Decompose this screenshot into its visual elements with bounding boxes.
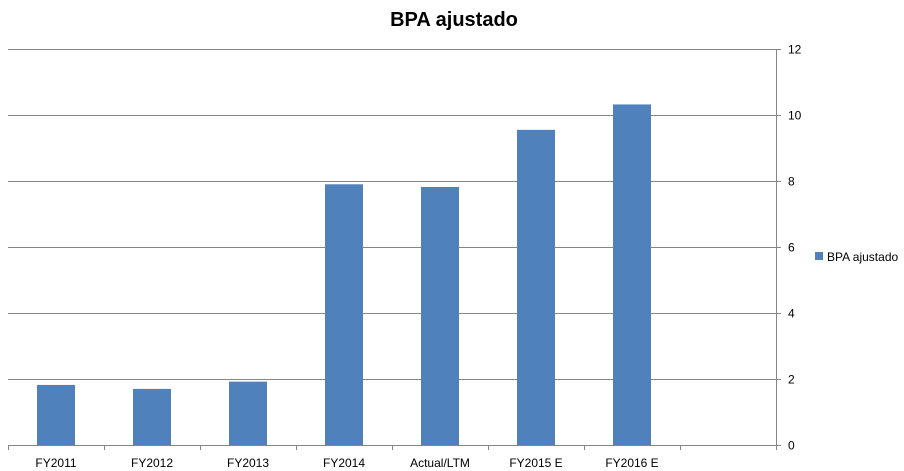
y-tick-label: 2 bbox=[788, 373, 795, 387]
legend-swatch bbox=[815, 252, 823, 260]
x-tick-label: Actual/LTM bbox=[410, 456, 470, 470]
x-tick-label: FY2011 bbox=[35, 456, 76, 470]
y-tick-label: 6 bbox=[788, 241, 795, 255]
bar bbox=[37, 384, 75, 445]
gridlines bbox=[8, 49, 776, 380]
y-tick-label: 8 bbox=[788, 175, 795, 189]
x-tick-label: FY2014 bbox=[323, 456, 365, 470]
y-tick-label: 12 bbox=[788, 43, 802, 57]
chart-title: BPA ajustado bbox=[390, 9, 518, 31]
y-tick-label: 4 bbox=[788, 307, 795, 321]
bar bbox=[517, 129, 555, 445]
x-tick-labels: FY2011 FY2012 FY2013 FY2014 Actual/LTM FY2015… bbox=[35, 456, 658, 470]
bar bbox=[325, 184, 363, 446]
x-tick-label: FY2016 E bbox=[605, 456, 658, 470]
y-tick-label: 10 bbox=[788, 109, 802, 123]
legend-label: BPA ajustado bbox=[827, 250, 898, 264]
axes bbox=[8, 49, 781, 450]
y-tick-label: 0 bbox=[788, 439, 795, 453]
x-tick-label: FY2012 bbox=[131, 456, 173, 470]
bars bbox=[37, 104, 651, 446]
legend: BPA ajustado bbox=[815, 250, 898, 264]
bar bbox=[229, 381, 267, 445]
bar bbox=[613, 104, 651, 445]
bar bbox=[421, 186, 459, 445]
y-tick-labels: 0 2 4 6 8 10 12 bbox=[788, 43, 802, 453]
bar bbox=[133, 388, 171, 445]
x-tick-label: FY2015 E bbox=[509, 456, 562, 470]
x-tick-label: FY2013 bbox=[227, 456, 269, 470]
